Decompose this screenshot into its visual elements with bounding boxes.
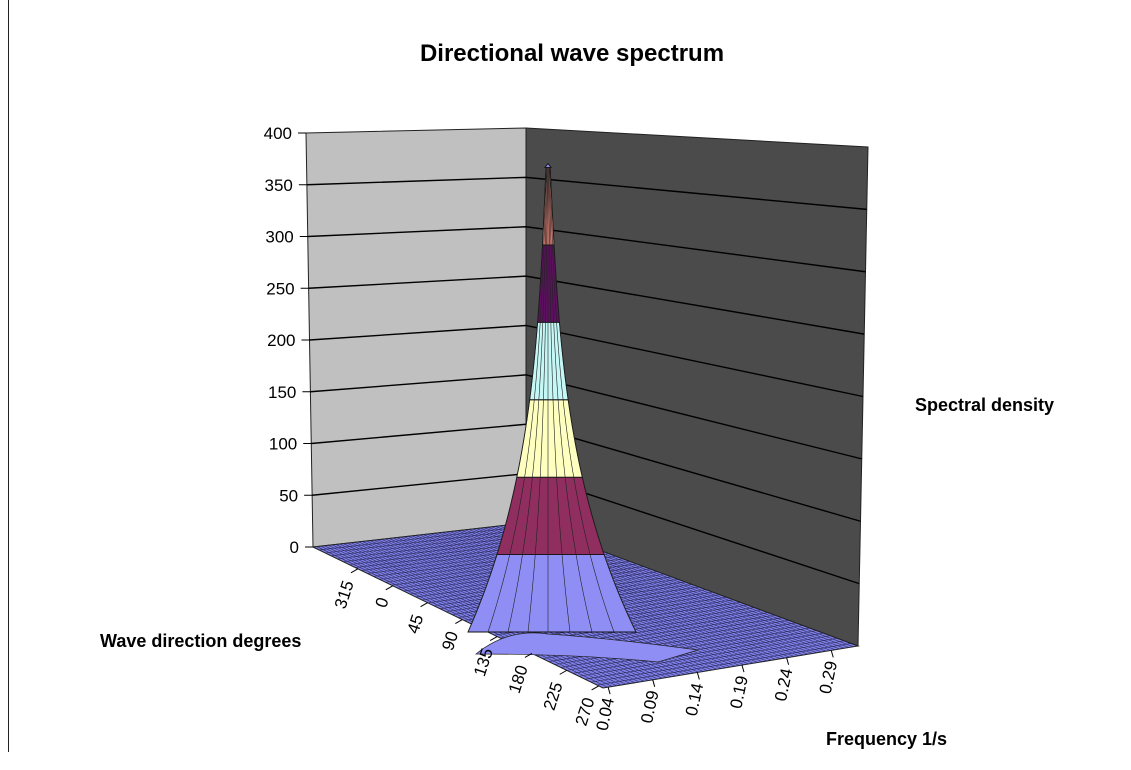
z-axis-label: Spectral density (915, 395, 1054, 415)
direction-tick-mark (385, 585, 393, 591)
z-tick-label: 350 (265, 176, 293, 195)
peak-wireframe-line (467, 167, 547, 633)
peak-wireframe-line (549, 167, 615, 633)
peak-wireframe-line (507, 167, 548, 633)
frequency-tick-mark (696, 672, 700, 680)
direction-tick-mark (489, 636, 498, 641)
wall-gridline (309, 324, 864, 398)
z-tick-label: 150 (268, 383, 296, 402)
frequency-tick-mark (652, 679, 656, 687)
peak-wireframe-line (548, 167, 593, 633)
wall-gridline (308, 275, 865, 335)
z-tick-label: 200 (267, 331, 295, 350)
wall-gridline (310, 374, 862, 460)
direction-axis-label: Wave direction degrees (100, 631, 301, 651)
z-tick-label: 50 (279, 486, 298, 505)
direction-tick-label: 225 (540, 680, 567, 713)
z-tick-label: 300 (265, 228, 293, 247)
frequency-tick-label: 0.14 (682, 681, 707, 717)
direction-tick-mark (420, 602, 428, 608)
floor-grid-line (316, 546, 608, 688)
wall-gridline (306, 176, 867, 211)
peak-wireframe-line (527, 167, 548, 633)
frequency-tick-label: 0.24 (771, 667, 796, 703)
chart-title: Directional wave spectrum (420, 40, 724, 67)
direction-tick-mark (455, 619, 463, 625)
z-tick-label: 400 (264, 124, 292, 143)
frequency-tick-mark (741, 664, 745, 673)
direction-tick-mark (559, 669, 567, 675)
z-tick-label: 0 (290, 538, 299, 557)
z-tick-label: 250 (266, 279, 294, 298)
z-axis-ticks: 0 50 100 150 200 250 300 350 400 (264, 124, 313, 557)
spectral-peak (467, 162, 699, 663)
direction-tick-mark (350, 568, 359, 574)
floor-grid-line (320, 545, 613, 687)
direction-tick-label: 0 (372, 595, 393, 610)
floor-grid-line (324, 545, 617, 687)
frequency-tick-mark (830, 650, 834, 658)
direction-tick-label: 180 (505, 663, 532, 696)
peak-wireframe-line (548, 167, 571, 633)
peak-skirt (475, 632, 699, 663)
frequency-tick-mark (607, 687, 611, 695)
z-tick-label: 100 (269, 435, 297, 454)
frame-border (8, 0, 9, 752)
peak-wireframe-line (549, 167, 637, 633)
frequency-tick-label: 0.09 (637, 689, 662, 725)
frequency-tick-label: 0.29 (816, 659, 841, 695)
frequency-tick-mark (786, 657, 790, 665)
direction-tick-mark (524, 653, 533, 658)
direction-tick-label: 135 (470, 646, 497, 679)
direction-tick-label: 45 (403, 612, 427, 636)
direction-tick-label: 315 (331, 578, 358, 611)
direction-tick-label: 90 (438, 629, 462, 653)
wall-gridline (307, 226, 866, 273)
frequency-axis-label: Frequency 1/s (826, 729, 947, 749)
wall-gridlines (306, 176, 867, 585)
frequency-tick-label: 0.19 (726, 674, 751, 710)
direction-tick-mark (591, 685, 599, 691)
peak-wireframe-line (487, 167, 547, 633)
